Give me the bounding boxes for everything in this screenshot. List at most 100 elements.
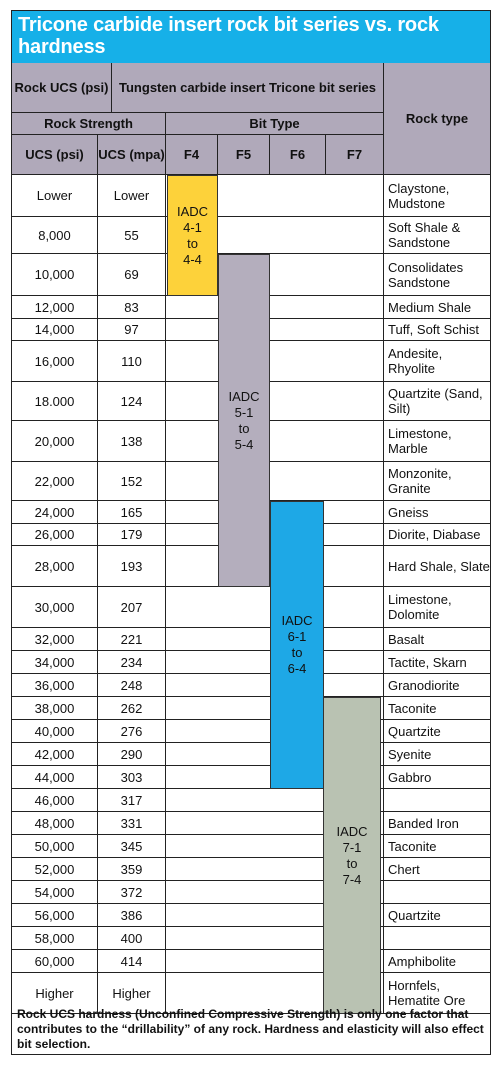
bit-type-cell — [166, 973, 384, 1014]
ucs-psi-cell: 36,000 — [12, 674, 98, 697]
ucs-psi-cell: 12,000 — [12, 296, 98, 319]
bit-type-cell — [166, 950, 384, 973]
rock-type-cell: Taconite — [384, 697, 490, 720]
rock-type-cell: Basalt — [384, 628, 490, 651]
bit-type-cell — [166, 904, 384, 927]
bit-type-cell — [166, 254, 384, 296]
ucs-psi-cell: 50,000 — [12, 835, 98, 858]
ucs-mpa-cell: 193 — [98, 546, 166, 587]
header-ucs-mpa: UCS (mpa) — [98, 135, 166, 175]
bit-type-cell — [166, 382, 384, 421]
header-rock-ucs: Rock UCS (psi) — [12, 63, 112, 113]
ucs-psi-cell: 18.000 — [12, 382, 98, 421]
rock-type-cell: Hornfels, Hematite Ore — [384, 973, 490, 1014]
rock-type-cell: Quartzite — [384, 904, 490, 927]
ucs-mpa-cell: 221 — [98, 628, 166, 651]
rock-type-cell: Gneiss — [384, 501, 490, 524]
rock-type-cell: Chert — [384, 858, 490, 881]
ucs-psi-cell: 44,000 — [12, 766, 98, 789]
rock-type-cell: Consolidates Sandstone — [384, 254, 490, 296]
ucs-mpa-cell: 207 — [98, 587, 166, 628]
rock-type-cell: Limestone, Marble — [384, 421, 490, 462]
bar-label-line: IADC — [176, 203, 209, 219]
ucs-psi-cell: 32,000 — [12, 628, 98, 651]
ucs-psi-cell: 60,000 — [12, 950, 98, 973]
header-bit-f5: F5 — [218, 135, 270, 175]
ucs-mpa-cell: 359 — [98, 858, 166, 881]
rock-type-cell: Claystone, Mudstone — [384, 175, 490, 217]
bit-type-cell — [166, 217, 384, 254]
bar-label-line: 6-4 — [287, 661, 307, 676]
bar-f7: IADC 7-1 to 7-4 — [323, 697, 381, 1014]
ucs-mpa-cell: 179 — [98, 524, 166, 546]
rock-type-cell: Diorite, Diabase — [384, 524, 490, 546]
bit-type-cell — [166, 341, 384, 382]
ucs-mpa-cell: 124 — [98, 382, 166, 421]
ucs-mpa-cell: 69 — [98, 254, 166, 296]
ucs-mpa-cell: 83 — [98, 296, 166, 319]
rock-type-cell: Monzonite, Granite — [384, 462, 490, 501]
ucs-mpa-cell: 276 — [98, 720, 166, 743]
ucs-psi-cell: 16,000 — [12, 341, 98, 382]
header-rock-type: Rock type — [384, 63, 490, 175]
ucs-mpa-cell: Higher — [98, 973, 166, 1014]
ucs-psi-cell: 14,000 — [12, 319, 98, 341]
ucs-mpa-cell: 152 — [98, 462, 166, 501]
bar-label-line: 6-1 — [287, 629, 307, 644]
ucs-psi-cell: 30,000 — [12, 587, 98, 628]
bar-label-line: to — [238, 420, 250, 436]
bit-type-cell — [166, 881, 384, 904]
rock-type-cell: Quartzite (Sand, Silt) — [384, 382, 490, 421]
ucs-psi-cell: 42,000 — [12, 743, 98, 766]
ucs-mpa-cell: 248 — [98, 674, 166, 697]
rock-type-cell: Tuff, Soft Schist — [384, 319, 490, 341]
ucs-psi-cell: 24,000 — [12, 501, 98, 524]
ucs-mpa-cell: 345 — [98, 835, 166, 858]
bar-label-line: 5-4 — [234, 436, 254, 452]
header-bit-f4: F4 — [166, 135, 218, 175]
rock-type-cell: Andesite, Rhyolite — [384, 341, 490, 382]
bit-type-cell — [166, 789, 384, 812]
ucs-psi-cell: 8,000 — [12, 217, 98, 254]
rock-type-cell — [384, 789, 490, 812]
rock-type-cell — [384, 881, 490, 904]
bar-label-line: to — [187, 235, 198, 251]
header-tci-series: Tungsten carbide insert Tricone bit seri… — [112, 63, 384, 113]
ucs-mpa-cell: 400 — [98, 927, 166, 950]
bar-label-line: 5-1 — [234, 404, 254, 420]
bit-type-cell — [166, 421, 384, 462]
ucs-mpa-cell: 414 — [98, 950, 166, 973]
table-title: Tricone carbide insert rock bit series v… — [12, 11, 490, 63]
rock-type-cell: Syenite — [384, 743, 490, 766]
header-rock-strength: Rock Strength — [12, 113, 166, 135]
bit-type-cell — [166, 812, 384, 835]
ucs-mpa-cell: 138 — [98, 421, 166, 462]
rock-type-cell: Gabbro — [384, 766, 490, 789]
ucs-psi-cell: 40,000 — [12, 720, 98, 743]
rock-type-cell: Quartzite — [384, 720, 490, 743]
bit-type-cell — [166, 296, 384, 319]
ucs-psi-cell: 34,000 — [12, 651, 98, 674]
bit-type-cell — [166, 835, 384, 858]
ucs-psi-cell: 56,000 — [12, 904, 98, 927]
ucs-mpa-cell: 234 — [98, 651, 166, 674]
ucs-psi-cell: 10,000 — [12, 254, 98, 296]
ucs-psi-cell: 48,000 — [12, 812, 98, 835]
bit-type-cell — [166, 927, 384, 950]
ucs-psi-cell: 26,000 — [12, 524, 98, 546]
bar-label-line: IADC — [228, 388, 260, 404]
ucs-mpa-cell: 165 — [98, 501, 166, 524]
ucs-psi-cell: 52,000 — [12, 858, 98, 881]
rock-type-cell: Taconite — [384, 835, 490, 858]
ucs-psi-cell: Lower — [12, 175, 98, 217]
header-bit-type: Bit Type — [166, 113, 384, 135]
bit-type-cell — [166, 858, 384, 881]
ucs-mpa-cell: Lower — [98, 175, 166, 217]
bar-label-line: 4-4 — [183, 251, 202, 267]
ucs-psi-cell: 22,000 — [12, 462, 98, 501]
rock-type-cell: Soft Shale & Sandstone — [384, 217, 490, 254]
bar-label-line: IADC — [281, 613, 313, 628]
ucs-mpa-cell: 372 — [98, 881, 166, 904]
bit-type-cell — [166, 319, 384, 341]
ucs-mpa-cell: 97 — [98, 319, 166, 341]
